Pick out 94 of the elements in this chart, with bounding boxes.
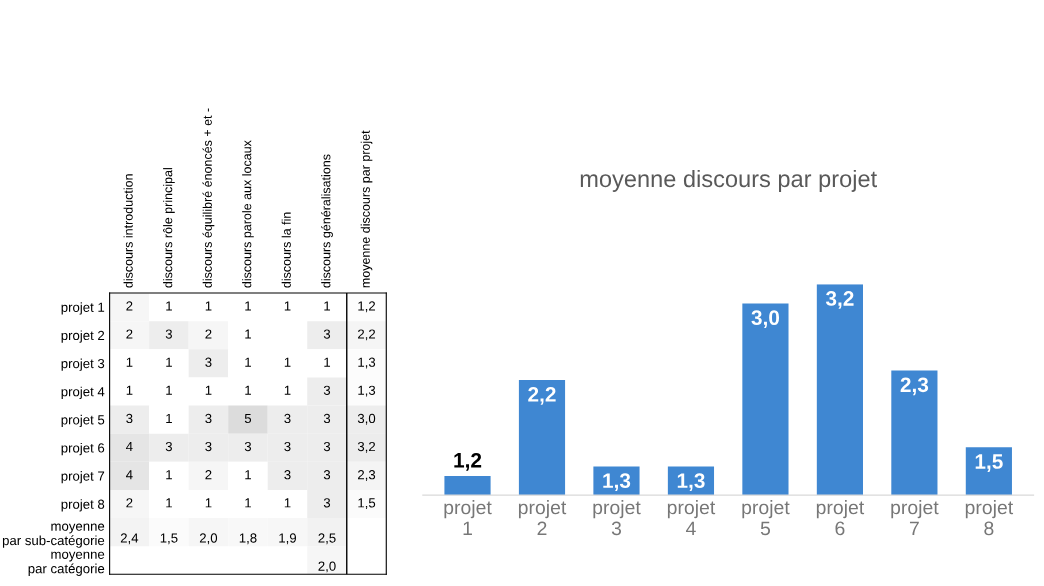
data-label: 1,2 [358, 301, 376, 313]
data-label: 1,5 [975, 454, 1003, 472]
data-label: 1 [284, 385, 291, 395]
data-label: 1 [166, 470, 172, 480]
x-tick-label: discours introduction [123, 174, 133, 288]
data-label: 2 [205, 329, 212, 339]
x-tick-label: discours la fin [281, 212, 291, 288]
data-label: 3 [323, 329, 331, 339]
data-label: 3 [284, 470, 291, 480]
x-tick-label: discours équilibré énoncés + et - [202, 108, 215, 288]
x-tick-label: discours rôle principal [163, 168, 175, 288]
data-label: 1 [245, 301, 251, 311]
data-label: 1 [284, 357, 291, 367]
data-label: 2 [205, 470, 212, 480]
x-tick-label: projet 2 [518, 500, 567, 536]
x-tick-label: discours généralisations [321, 154, 333, 288]
x-tick-label: projet 7 [891, 500, 939, 536]
data-label: 2 [126, 329, 133, 339]
data-label: 1 [166, 413, 172, 423]
data-label: 1 [166, 301, 172, 311]
data-label: 3 [205, 441, 212, 452]
x-tick-label: projet 6 [816, 500, 865, 536]
y-tick-label: projet 5 [61, 414, 105, 428]
data-label: 2,0 [318, 561, 336, 573]
x-tick-label: projet 1 [444, 500, 492, 536]
data-label: 3,0 [357, 413, 376, 425]
data-label: 3 [323, 413, 331, 424]
data-label: 3 [205, 413, 212, 424]
y-tick-label: projet 7 [61, 471, 105, 484]
data-label: 1,3 [677, 473, 705, 492]
data-label: 3 [284, 441, 291, 452]
x-tick-label: discours parole aux locaux [242, 140, 254, 288]
data-label: 1 [324, 301, 331, 311]
data-label: 1 [284, 301, 291, 311]
y-tick-label: moyenne par catégorie [28, 551, 105, 576]
data-label: 3 [244, 441, 252, 452]
data-label: 1 [324, 357, 331, 367]
data-label: 1,9 [279, 533, 297, 545]
data-label: 1 [245, 498, 251, 508]
data-label: 1 [245, 329, 251, 339]
data-label: 2,4 [120, 533, 139, 545]
data-label: 1 [205, 385, 212, 395]
x-tick-label: moyenne discours par projet [360, 130, 373, 288]
x-tick-label: projet 3 [593, 500, 641, 536]
data-label: 3 [165, 441, 172, 452]
data-label: 1,5 [160, 533, 178, 545]
data-label: 3 [323, 385, 331, 395]
data-label: 1,3 [358, 357, 376, 369]
x-tick-label: projet 4 [667, 500, 716, 536]
data-label: 1 [205, 498, 212, 508]
data-label: 3 [323, 498, 331, 508]
data-label: 1 [245, 470, 251, 480]
data-label: 1 [245, 357, 251, 367]
y-tick-label: projet 4 [61, 386, 105, 399]
data-label: 1,8 [239, 533, 257, 545]
data-label: 1 [126, 357, 133, 367]
data-label: 3,2 [357, 441, 376, 453]
y-tick-label: projet 6 [61, 442, 105, 456]
data-label: 1,5 [358, 498, 376, 510]
data-label: 4 [126, 470, 133, 480]
data-label: 2 [126, 301, 133, 311]
x-tick-label: projet 5 [742, 500, 790, 536]
data-label: 5 [244, 413, 252, 424]
x-tick-label: projet 8 [965, 500, 1014, 536]
data-label: 2,0 [199, 533, 218, 545]
y-tick-label: projet 2 [61, 330, 105, 343]
data-label: 3 [284, 413, 291, 424]
data-label: 1 [166, 385, 172, 395]
data-label: 1,3 [358, 385, 376, 397]
data-label: 1 [126, 385, 133, 395]
data-label: 3 [126, 413, 133, 424]
data-label: 1 [166, 498, 172, 508]
data-label: 1 [205, 301, 212, 311]
data-label: 3,0 [751, 310, 780, 329]
data-label: 1,3 [603, 473, 631, 492]
data-label: 2,3 [900, 377, 929, 396]
data-label: 2,2 [528, 386, 556, 405]
data-label: 3 [323, 470, 331, 480]
data-label: 2 [126, 498, 133, 508]
data-label: 2,3 [358, 470, 376, 481]
data-label: 1,2 [454, 452, 482, 471]
data-label: 3 [165, 329, 172, 339]
data-label: 4 [126, 442, 133, 452]
data-label: 3 [205, 357, 212, 367]
data-label: 2,2 [358, 329, 376, 341]
data-label: 3,2 [825, 291, 854, 309]
data-label: 1 [284, 498, 291, 508]
data-label: 2,5 [318, 533, 336, 545]
data-label: 1 [166, 357, 172, 367]
y-tick-label: projet 1 [61, 302, 105, 315]
data-label: 3 [323, 441, 331, 452]
y-tick-label: moyenne par sub-catégorie [2, 523, 105, 548]
y-tick-label: projet 3 [61, 358, 105, 371]
data-label: 1 [245, 385, 251, 395]
